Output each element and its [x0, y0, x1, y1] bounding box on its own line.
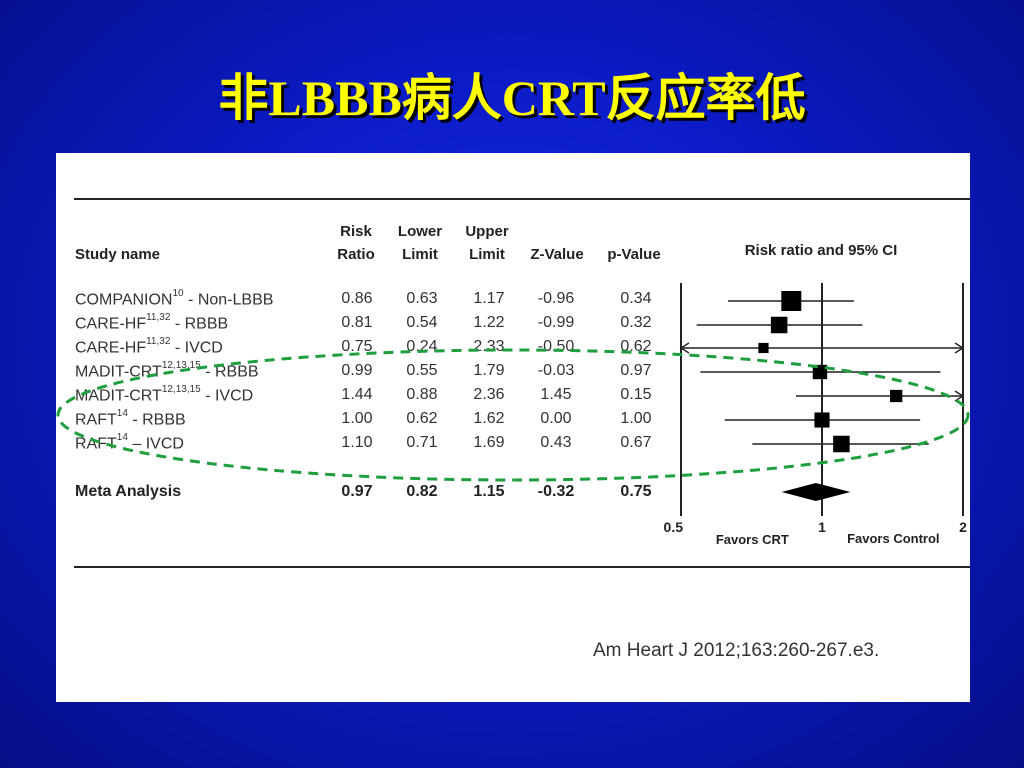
- x-tick-label: 1: [818, 519, 826, 535]
- cell-p: 0.67: [620, 434, 652, 451]
- header-upper-limit: Upper Limit: [465, 223, 509, 263]
- cell-z: 0.43: [540, 434, 572, 451]
- point-estimate: [770, 316, 788, 334]
- x-tick-label: 0.5: [664, 519, 684, 535]
- cell-upper: 2.33: [473, 338, 505, 355]
- meta-cell-upper: 1.15: [473, 483, 505, 500]
- slide-title: 非LBBB病人CRT反应率低: [218, 70, 806, 126]
- meta-analysis-label: Meta Analysis: [75, 483, 182, 500]
- header-risk-ratio: Risk Ratio: [337, 223, 375, 263]
- bottom-rule: [74, 566, 970, 568]
- cell-upper: 2.36: [473, 386, 505, 403]
- x-tick-label: 2: [959, 519, 967, 535]
- cell-lower: 0.63: [406, 290, 438, 307]
- study-name: RAFT14 – IVCD: [75, 432, 184, 453]
- cell-lower: 0.62: [406, 410, 438, 427]
- point-estimate: [890, 389, 903, 403]
- point-estimate: [781, 291, 802, 311]
- cell-rr: 0.99: [341, 362, 373, 379]
- cell-upper: 1.62: [473, 410, 505, 427]
- study-name: MADIT-CRT12,13,15 - RBBB: [75, 360, 259, 381]
- cell-z: 0.00: [540, 410, 572, 427]
- top-rule: [74, 198, 970, 200]
- meta-cell-rr: 0.97: [341, 483, 373, 500]
- cell-p: 1.00: [620, 410, 652, 427]
- cell-rr: 1.00: [341, 410, 373, 427]
- study-name: COMPANION10 - Non-LBBB: [75, 288, 274, 309]
- cell-upper: 1.22: [473, 314, 505, 331]
- ci-arrow-right: [954, 390, 965, 402]
- header-study-name: Study name: [75, 246, 161, 263]
- study-name: MADIT-CRT12,13,15 - IVCD: [75, 384, 254, 405]
- cell-z: 1.45: [540, 386, 572, 403]
- header-p-value: p-Value: [607, 246, 661, 263]
- meta-diamond: [781, 483, 851, 501]
- point-estimate: [833, 435, 850, 453]
- cell-upper: 1.69: [473, 434, 505, 451]
- cell-z: -0.96: [537, 290, 575, 307]
- ci-arrow-right: [954, 342, 965, 354]
- cell-p: 0.15: [620, 386, 652, 403]
- cell-z: -0.50: [537, 338, 575, 355]
- cell-lower: 0.71: [406, 434, 438, 451]
- meta-cell-p: 0.75: [620, 483, 652, 500]
- highlight-ellipse: [56, 348, 970, 482]
- header-z-value: Z-Value: [530, 246, 584, 263]
- cell-p: 0.32: [620, 314, 652, 331]
- cell-lower: 0.24: [406, 338, 438, 355]
- cell-p: 0.97: [620, 362, 652, 379]
- cell-rr: 0.75: [341, 338, 373, 355]
- header-plot-title: Risk ratio and 95% CI: [744, 242, 898, 259]
- meta-cell-z: -0.32: [537, 483, 575, 500]
- forest-plot-panel: Study name Risk Ratio Lower Limit Upper Lim…: [56, 153, 970, 702]
- study-name: CARE-HF11,32 - RBBB: [75, 312, 229, 333]
- study-name: RAFT14 - RBBB: [75, 408, 186, 429]
- meta-cell-lower: 0.82: [406, 483, 438, 500]
- cell-lower: 0.88: [406, 386, 438, 403]
- cell-lower: 0.55: [406, 362, 438, 379]
- point-estimate: [758, 342, 769, 354]
- favors-control-label: Favors Control: [847, 531, 939, 546]
- cell-upper: 1.17: [473, 290, 505, 307]
- cell-rr: 1.10: [341, 434, 373, 451]
- cell-p: 0.34: [620, 290, 652, 307]
- header-lower-limit: Lower Limit: [397, 223, 443, 263]
- forest-plot: 0.5 1 2 Favors CRT Favors Control: [56, 283, 970, 547]
- favors-crt-label: Favors CRT: [716, 532, 789, 547]
- cell-rr: 0.81: [341, 314, 373, 331]
- study-name: CARE-HF11,32 - IVCD: [75, 336, 223, 357]
- point-estimate: [812, 364, 828, 380]
- cell-upper: 1.79: [473, 362, 505, 379]
- cell-z: -0.99: [537, 314, 575, 331]
- point-estimate: [814, 412, 830, 428]
- citation: Am Heart J 2012;163:260-267.e3.: [593, 640, 880, 661]
- cell-rr: 0.86: [341, 290, 373, 307]
- cell-z: -0.03: [537, 362, 575, 379]
- cell-lower: 0.54: [406, 314, 438, 331]
- ci-arrow-left: [679, 342, 690, 354]
- cell-rr: 1.44: [341, 386, 373, 403]
